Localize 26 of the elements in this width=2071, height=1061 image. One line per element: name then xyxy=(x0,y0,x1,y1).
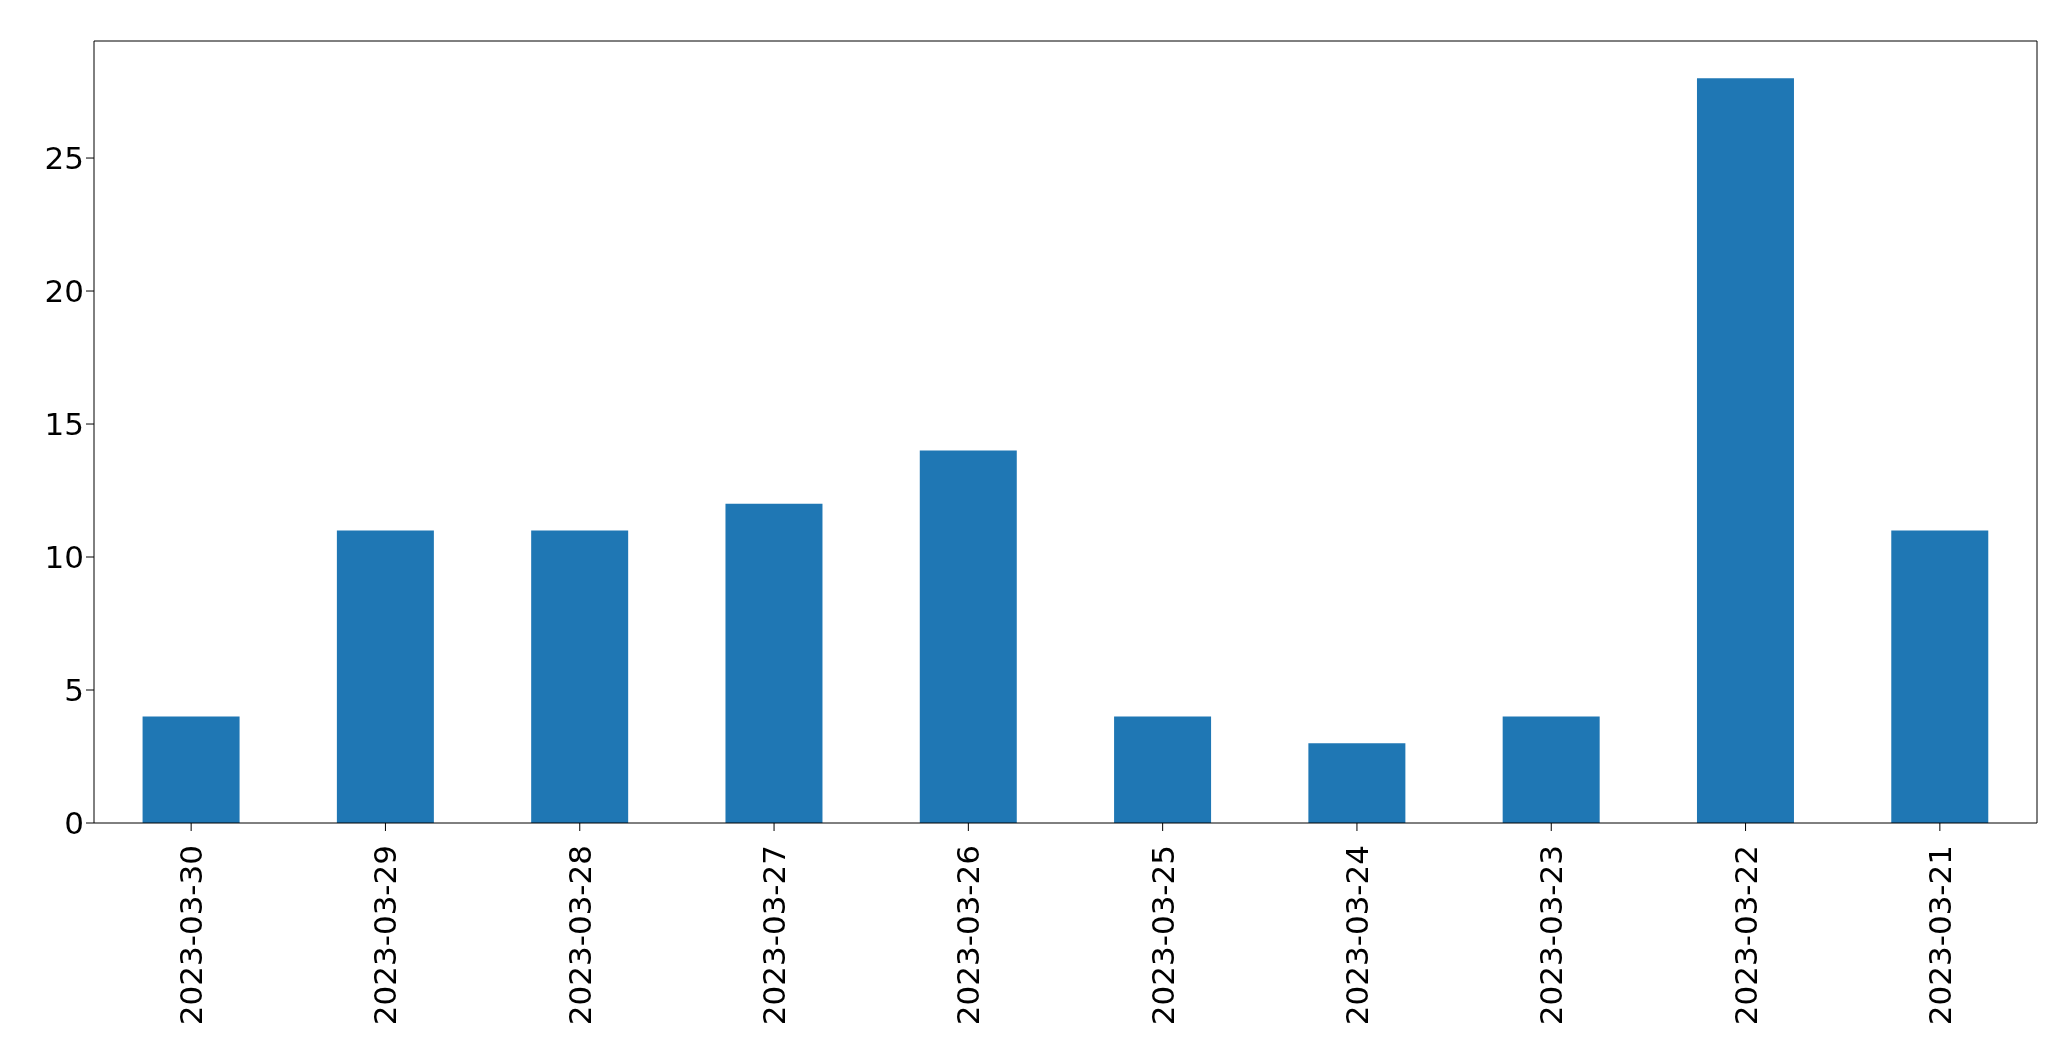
x-tick-label: 2023-03-23 xyxy=(1533,845,1570,1026)
bar xyxy=(1891,530,1989,823)
y-tick-label: 15 xyxy=(44,406,84,443)
bar xyxy=(725,503,823,823)
y-tick-label: 25 xyxy=(44,140,84,177)
x-tick-label: 2023-03-26 xyxy=(950,845,987,1026)
x-tick-label: 2023-03-21 xyxy=(1921,845,1958,1026)
x-tick-label: 2023-03-29 xyxy=(367,845,404,1026)
bar xyxy=(1696,78,1794,823)
x-tick-label: 2023-03-22 xyxy=(1727,845,1764,1026)
x-tick-label: 2023-03-28 xyxy=(561,845,598,1026)
x-tick-label: 2023-03-27 xyxy=(756,845,793,1026)
y-tick-label: 0 xyxy=(64,805,84,842)
bar xyxy=(531,530,629,823)
bar xyxy=(919,450,1017,823)
bar xyxy=(1114,716,1212,823)
bar xyxy=(336,530,434,823)
bar xyxy=(142,716,240,823)
bar xyxy=(1308,743,1406,823)
x-tick-label: 2023-03-30 xyxy=(173,845,210,1026)
y-tick-label: 5 xyxy=(64,672,84,709)
bar xyxy=(1502,716,1600,823)
y-tick-label: 10 xyxy=(44,539,84,576)
x-tick-label: 2023-03-25 xyxy=(1144,845,1181,1026)
y-tick-label: 20 xyxy=(44,273,84,310)
x-tick-label: 2023-03-24 xyxy=(1338,845,1375,1026)
